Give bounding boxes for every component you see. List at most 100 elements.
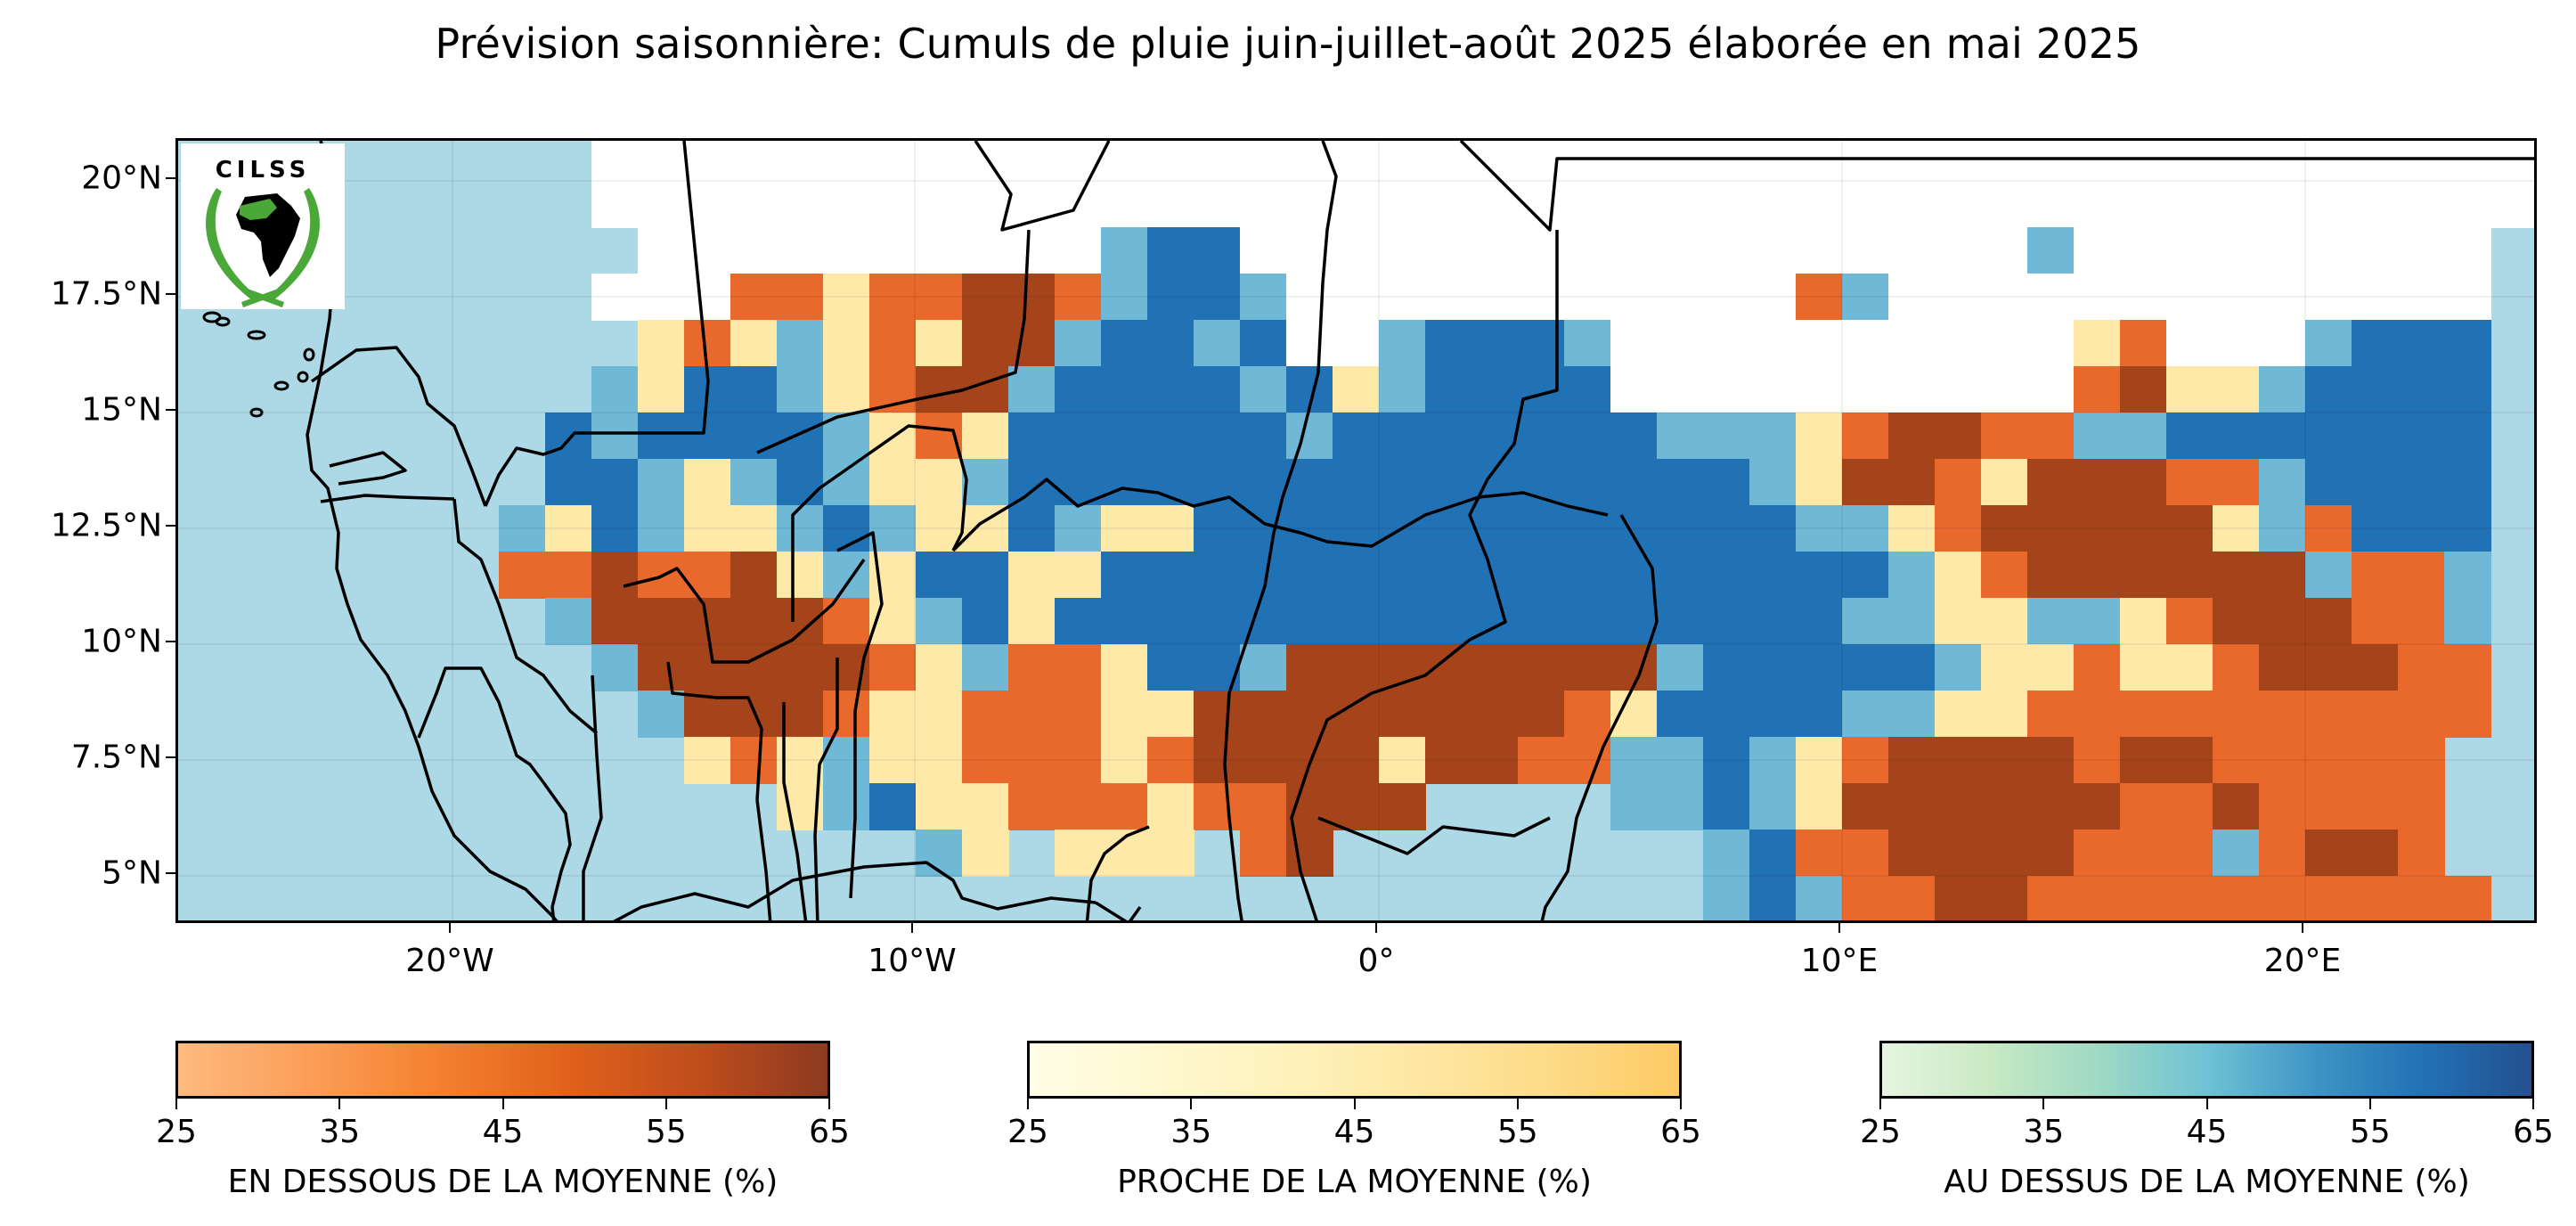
forecast-cell bbox=[962, 505, 1009, 552]
forecast-cell bbox=[2398, 274, 2445, 321]
forecast-cell bbox=[1008, 552, 1056, 599]
africa-map-icon bbox=[236, 193, 300, 277]
forecast-cell bbox=[1471, 691, 1519, 738]
forecast-cell bbox=[1610, 783, 1658, 830]
forecast-cell bbox=[2352, 552, 2399, 599]
forecast-cell bbox=[1564, 459, 1611, 506]
border-guinea-bissau bbox=[320, 494, 455, 503]
forecast-cell bbox=[1703, 598, 1750, 645]
forecast-cell bbox=[777, 274, 824, 321]
forecast-cell bbox=[1286, 552, 1333, 599]
forecast-cell bbox=[1610, 227, 1658, 274]
forecast-cell bbox=[1888, 598, 1936, 645]
y-tick-mark bbox=[166, 756, 175, 758]
forecast-cell bbox=[1842, 459, 1889, 506]
chart-title: Prévision saisonnière: Cumuls de pluie j… bbox=[435, 20, 2141, 68]
forecast-cell bbox=[916, 830, 963, 877]
border-chad-sudan bbox=[1459, 141, 2534, 232]
forecast-cell bbox=[1055, 644, 1102, 691]
forecast-cell bbox=[684, 552, 731, 599]
forecast-cell bbox=[2490, 181, 2534, 228]
forecast-cell bbox=[2259, 413, 2306, 460]
forecast-cell bbox=[545, 598, 592, 645]
forecast-cell bbox=[1101, 691, 1148, 738]
forecast-cell bbox=[2398, 783, 2445, 830]
x-tick-mark bbox=[911, 923, 913, 933]
forecast-cell bbox=[823, 459, 870, 506]
forecast-cell bbox=[2398, 413, 2445, 460]
forecast-cell bbox=[2259, 366, 2306, 413]
forecast-cell bbox=[1796, 141, 1843, 182]
forecast-cell bbox=[1796, 876, 1843, 920]
forecast-cell bbox=[1703, 181, 1750, 228]
forecast-cell bbox=[1008, 505, 1056, 552]
forecast-cell bbox=[1564, 366, 1611, 413]
forecast-cell bbox=[2213, 413, 2260, 460]
forecast-cell bbox=[2305, 227, 2352, 274]
forecast-cell bbox=[1935, 141, 1982, 182]
forecast-cell bbox=[684, 413, 731, 460]
forecast-cell bbox=[2305, 783, 2352, 830]
forecast-cell bbox=[2259, 141, 2306, 182]
y-tick-label: 17.5°N bbox=[50, 275, 162, 313]
forecast-cell bbox=[1471, 366, 1519, 413]
forecast-cell bbox=[2027, 274, 2075, 321]
forecast-cell bbox=[2027, 227, 2075, 274]
forecast-cell bbox=[2027, 505, 2075, 552]
forecast-cell bbox=[1240, 644, 1287, 691]
forecast-cell bbox=[1935, 366, 1982, 413]
forecast-cell bbox=[2259, 459, 2306, 506]
forecast-cell bbox=[2305, 598, 2352, 645]
forecast-cell bbox=[962, 783, 1009, 830]
forecast-cell bbox=[2120, 366, 2167, 413]
forecast-cell bbox=[962, 274, 1009, 321]
border-chad-east bbox=[1468, 230, 1559, 642]
border-chad-niger bbox=[1272, 141, 1338, 534]
border-burkina-ghana bbox=[666, 661, 763, 801]
forecast-cell bbox=[1333, 644, 1380, 691]
forecast-cell bbox=[1888, 366, 1936, 413]
forecast-cell bbox=[1240, 783, 1287, 830]
forecast-cell bbox=[777, 413, 824, 460]
forecast-cell bbox=[684, 644, 731, 691]
forecast-cell bbox=[638, 691, 685, 738]
y-tick-label: 12.5°N bbox=[50, 507, 162, 544]
border-algeria-niger bbox=[756, 229, 1031, 454]
forecast-cell bbox=[1981, 783, 2028, 830]
forecast-cell bbox=[730, 227, 778, 274]
forecast-cell bbox=[2259, 830, 2306, 877]
forecast-cell bbox=[2027, 783, 2075, 830]
forecast-cell bbox=[1749, 644, 1797, 691]
forecast-cell bbox=[1796, 644, 1843, 691]
forecast-cell bbox=[962, 181, 1009, 228]
forecast-cell bbox=[869, 644, 917, 691]
forecast-cell bbox=[1240, 413, 1287, 460]
forecast-cell bbox=[916, 691, 963, 738]
forecast-cell bbox=[1703, 505, 1750, 552]
forecast-cell bbox=[2166, 876, 2213, 920]
x-tick-label: 0° bbox=[1357, 943, 1395, 979]
forecast-cell bbox=[1888, 783, 1936, 830]
forecast-cell bbox=[2259, 783, 2306, 830]
forecast-cell bbox=[2213, 598, 2260, 645]
forecast-cell bbox=[1749, 505, 1797, 552]
forecast-cell bbox=[2213, 644, 2260, 691]
forecast-cell bbox=[2027, 644, 2075, 691]
forecast-cell bbox=[1379, 598, 1426, 645]
y-tick-mark bbox=[166, 641, 175, 642]
forecast-cell bbox=[1194, 598, 1241, 645]
forecast-cell bbox=[2352, 691, 2399, 738]
forecast-cell bbox=[2074, 181, 2121, 228]
forecast-cell bbox=[869, 783, 917, 830]
colorbar-tick-mark bbox=[1353, 1099, 1356, 1109]
forecast-cell bbox=[869, 459, 917, 506]
forecast-cell bbox=[730, 552, 778, 599]
forecast-cell bbox=[869, 691, 917, 738]
forecast-cell bbox=[1935, 505, 1982, 552]
forecast-cell bbox=[2166, 691, 2213, 738]
forecast-cell bbox=[1147, 737, 1194, 784]
forecast-cell bbox=[1703, 320, 1750, 367]
forecast-cell bbox=[1610, 366, 1658, 413]
forecast-cell bbox=[1796, 783, 1843, 830]
forecast-cell bbox=[2398, 552, 2445, 599]
